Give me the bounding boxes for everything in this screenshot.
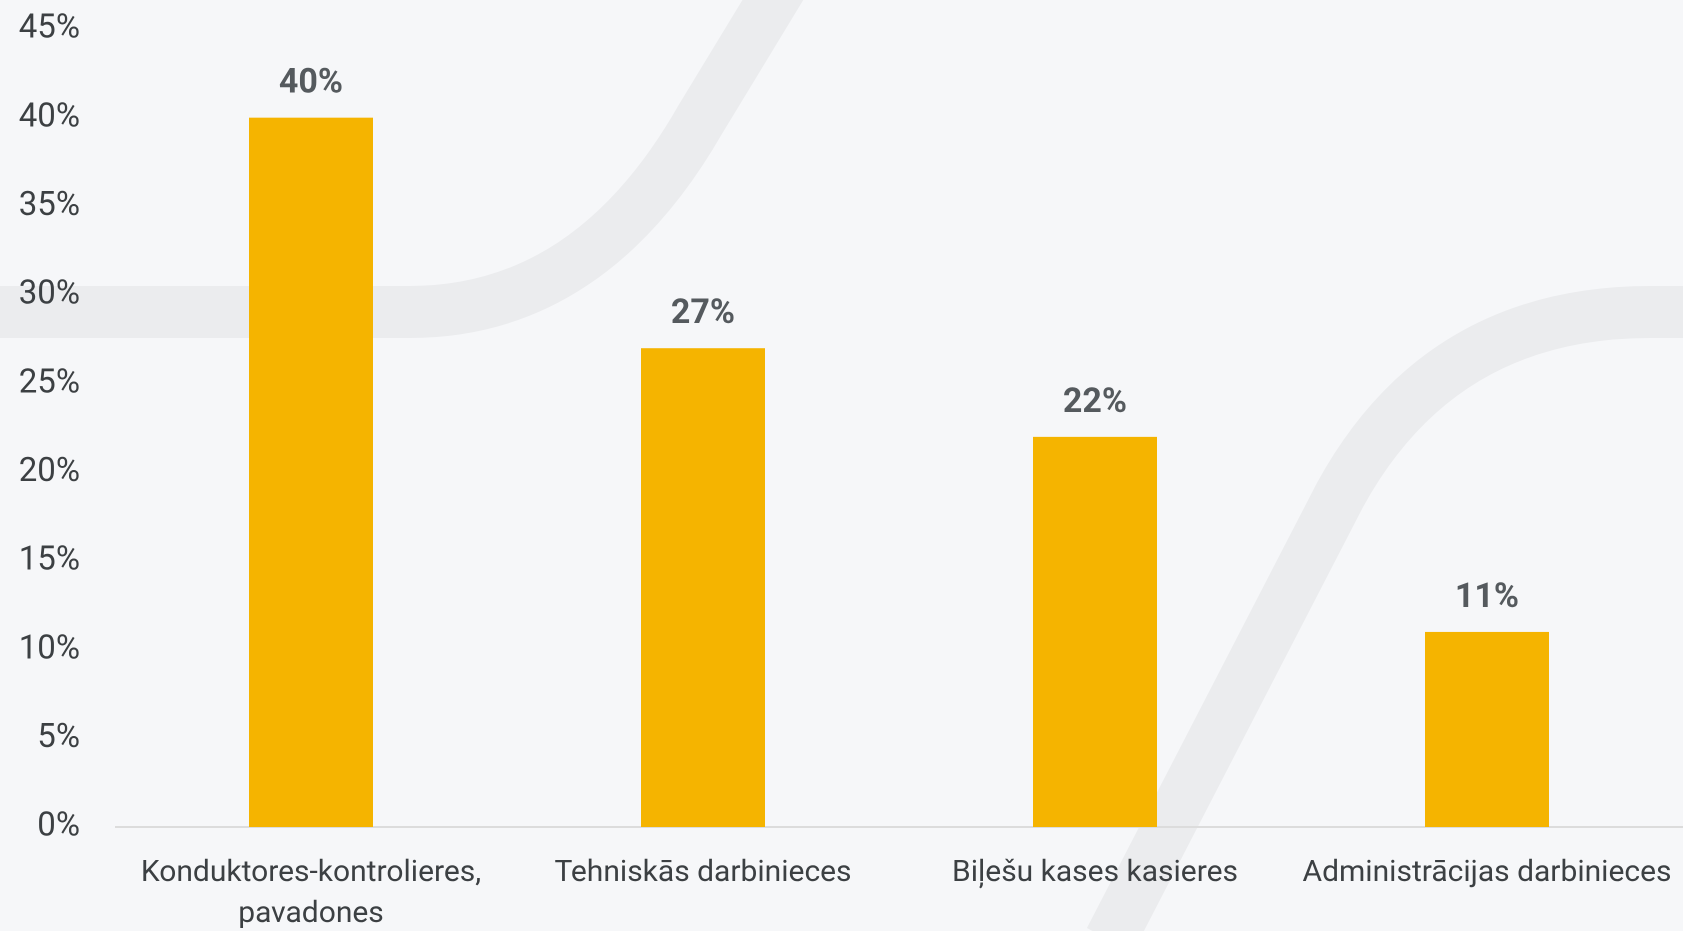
value-label: 11% [1455, 576, 1519, 616]
x-tick-label: Administrācijas darbinieces [1291, 851, 1683, 892]
x-tick-label: Tehniskās darbinieces [507, 851, 899, 892]
bar [249, 118, 373, 827]
y-tick-label: 45% [19, 8, 80, 47]
chart: 0% 5% 10% 15% 20% 25% 30% 35% 40% 45% 40% 27% 22% 11%… [0, 0, 1683, 931]
value-label: 27% [671, 292, 735, 332]
y-tick-label: 35% [19, 185, 80, 224]
x-tick-label: Biļešu kases kasieres [899, 851, 1291, 892]
decor-curve [1110, 312, 1683, 931]
y-tick-label: 5% [37, 717, 80, 756]
bar [1425, 632, 1549, 827]
chart-svg: 0% 5% 10% 15% 20% 25% 30% 35% 40% 45% 40% 27% 22% 11% [0, 0, 1683, 931]
bar [1033, 437, 1157, 827]
decor-curve [0, 0, 785, 312]
y-tick-label: 25% [19, 362, 80, 401]
value-label: 22% [1063, 381, 1127, 421]
y-tick-label: 20% [19, 451, 80, 490]
x-tick-label: Konduktores-kontrolieres, pavadones [115, 851, 507, 931]
y-tick-label: 15% [19, 540, 80, 579]
y-tick-label: 10% [19, 628, 80, 667]
value-label: 40% [279, 62, 343, 102]
bar [641, 348, 765, 827]
y-tick-label: 0% [37, 806, 80, 845]
y-tick-label: 40% [19, 96, 80, 135]
y-tick-label: 30% [19, 274, 80, 313]
